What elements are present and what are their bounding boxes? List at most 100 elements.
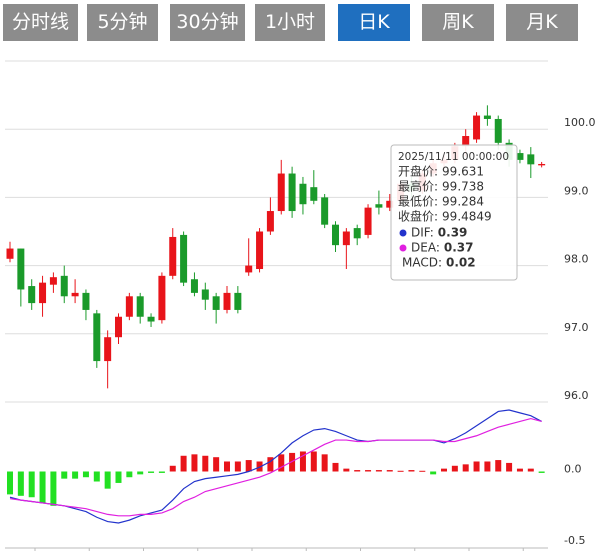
tooltip-value: 99.631 (442, 165, 484, 179)
legend-dot (399, 244, 407, 252)
macd-bar (104, 471, 111, 489)
macd-bar (213, 457, 220, 472)
candle-body (82, 292, 90, 310)
macd-bar (224, 461, 230, 472)
macd-bar (39, 471, 46, 503)
macd-bar (267, 457, 274, 472)
macd-bar (7, 471, 13, 495)
candle-body (321, 197, 329, 225)
macd-bar (17, 471, 24, 496)
period-tab[interactable]: 日K (338, 4, 410, 41)
candle-body (115, 316, 122, 338)
candle-body (299, 183, 307, 205)
macd-bar (375, 470, 382, 472)
tooltip-date: 2025/11/11 00:00:00 (398, 151, 509, 163)
macd-bar (484, 461, 491, 472)
macd-bar (50, 471, 57, 506)
candle-body (516, 153, 524, 160)
candle-body (538, 163, 546, 166)
candle-body (49, 277, 57, 285)
candle-body (60, 275, 68, 297)
macd-bar (299, 451, 306, 472)
y-tick-label: 99.0 (564, 184, 589, 197)
macd-bar (506, 462, 513, 472)
macd-bar (82, 471, 89, 478)
candle-body (104, 337, 112, 362)
macd-bar (538, 471, 545, 473)
macd-bar (495, 460, 502, 472)
candle-body (288, 173, 296, 212)
candle-body (190, 279, 198, 293)
macd-bar (93, 471, 100, 482)
macd-bar (441, 468, 447, 472)
period-tab[interactable]: 1小时 (255, 4, 325, 41)
y-tick-label: 98.0 (564, 253, 589, 266)
tooltip-value: 0.37 (444, 241, 474, 255)
macd-bar (343, 468, 350, 472)
candle-body (158, 275, 166, 321)
period-tab[interactable]: 5分钟 (87, 4, 158, 41)
macd-bar (72, 471, 79, 479)
macd-bar (169, 465, 176, 472)
candle-body (71, 292, 79, 297)
candle-body (342, 231, 350, 246)
y-tick-label: 100.0 (564, 116, 596, 129)
macd-bar (61, 471, 68, 479)
candle-body (494, 118, 502, 143)
y-tick-label: 97.0 (564, 321, 589, 334)
candle-body (473, 115, 481, 140)
macd-bar (386, 470, 393, 472)
macd-bar (527, 468, 534, 472)
candle-body (245, 265, 253, 273)
macd-bar (191, 454, 198, 472)
y-tick-label: 96.0 (564, 389, 589, 402)
candle-body (375, 204, 383, 208)
dif-line (9, 409, 542, 524)
candle-body (353, 228, 361, 239)
macd-bar (310, 451, 317, 472)
macd-bar (462, 464, 469, 472)
tooltip-value: 99.738 (442, 180, 484, 194)
period-tab[interactable]: 周K (422, 4, 494, 41)
tooltip-label: 最低价: (398, 195, 438, 209)
candle-body (180, 234, 188, 283)
candle-body (223, 292, 231, 310)
period-tab[interactable]: 30分钟 (170, 4, 245, 41)
macd-bar (354, 470, 361, 472)
tooltip-value: 99.4849 (442, 210, 492, 224)
tooltip-value: 99.284 (442, 195, 484, 209)
candle-body (364, 207, 372, 235)
legend-dot (399, 229, 407, 237)
macd-bar (28, 471, 35, 498)
y-tick-label: -0.5 (564, 534, 585, 547)
candle-body (212, 296, 220, 310)
candle-body (6, 248, 14, 259)
candle-body (256, 231, 264, 270)
tooltip-value: 0.39 (438, 226, 468, 240)
macd-bar (148, 471, 155, 473)
macd-bar (234, 461, 241, 472)
candle-body (136, 296, 144, 317)
macd-bar (278, 454, 285, 472)
macd-bar (430, 471, 437, 475)
candle-body (39, 282, 47, 304)
macd-bar (289, 452, 296, 472)
macd-bar (365, 470, 372, 472)
period-tab[interactable]: 月K (506, 4, 578, 41)
macd-bar (158, 471, 165, 473)
candle-body (386, 200, 394, 208)
macd-bar (126, 471, 133, 478)
candle-body (234, 292, 242, 310)
candle-body (266, 211, 274, 232)
macd-bar (180, 455, 187, 472)
tooltip-value: 0.02 (446, 256, 476, 270)
candle-body (169, 236, 177, 276)
tab-bar: 分时线 5分钟 30分钟 1小时 日K 周K 月K (0, 0, 611, 46)
macd-bar (451, 465, 458, 472)
macd-bar (115, 471, 122, 483)
period-tab[interactable]: 分时线 (3, 4, 78, 41)
macd-bar (397, 470, 404, 472)
